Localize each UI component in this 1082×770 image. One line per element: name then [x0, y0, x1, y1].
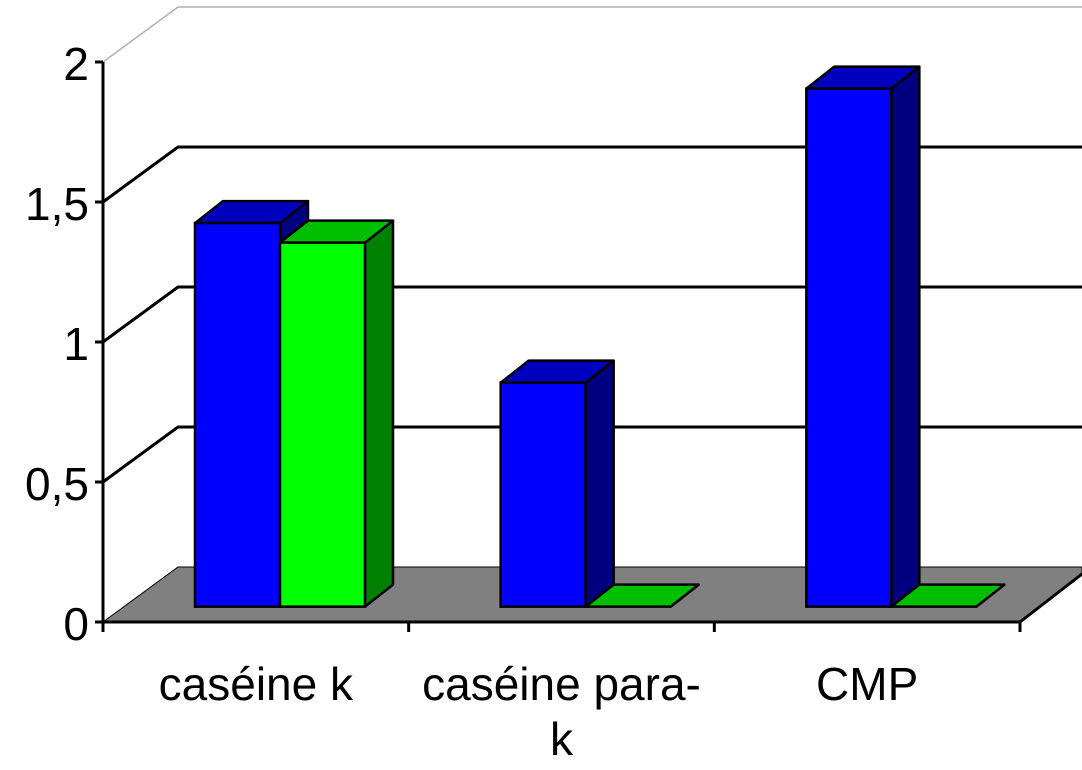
bar-top [890, 583, 1006, 608]
gridline [102, 285, 1082, 344]
y-tick-label: 2 [63, 38, 89, 90]
y-tick-label: 0,5 [25, 458, 89, 510]
bar-top [584, 583, 700, 608]
y-tick-label: 0 [63, 598, 89, 650]
bar-side [363, 219, 395, 608]
gridline [102, 425, 1082, 484]
y-tick-label: 1 [63, 318, 89, 370]
bar [805, 87, 893, 608]
bar [193, 221, 282, 608]
y-tick-label: 1,5 [25, 178, 89, 230]
bar-side [584, 359, 615, 608]
gridline [102, 145, 1082, 204]
x-tick-label: CMP [816, 658, 918, 710]
x-tick-label: caséine k [159, 658, 354, 710]
back-wall-top-edge [102, 6, 1082, 63]
floor-right-edge [1019, 572, 1082, 624]
bar-side [890, 65, 921, 608]
bar [499, 381, 587, 608]
bar [278, 241, 367, 608]
x-tick-label: caséine para-k [422, 658, 701, 765]
